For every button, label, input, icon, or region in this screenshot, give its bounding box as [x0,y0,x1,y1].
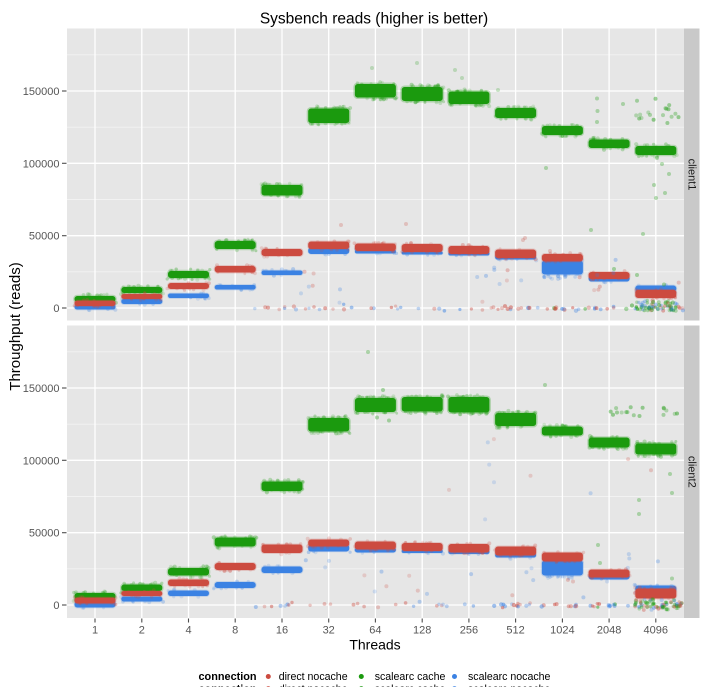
svg-text:0: 0 [53,303,59,315]
svg-text:Threads: Threads [349,637,400,653]
svg-text:256: 256 [460,625,478,637]
svg-text:connection: connection [199,671,257,683]
svg-text:scalearc nocache: scalearc nocache [468,671,551,683]
svg-text:100000: 100000 [23,158,60,170]
svg-text:0: 0 [53,600,59,612]
svg-text:4: 4 [185,625,191,637]
svg-text:scalearc nocache: scalearc nocache [468,683,551,687]
svg-text:scalearc cache: scalearc cache [375,683,446,687]
svg-text:1024: 1024 [550,625,574,637]
svg-text:100000: 100000 [23,455,60,467]
svg-text:client2: client2 [685,456,697,488]
svg-text:4096: 4096 [644,625,668,637]
svg-text:scalearc cache: scalearc cache [375,671,446,683]
svg-text:direct nocache: direct nocache [279,671,348,683]
svg-text:1: 1 [92,625,98,637]
svg-text:Sysbench reads (higher is bett: Sysbench reads (higher is better) [260,11,488,28]
svg-text:50000: 50000 [29,528,60,540]
svg-text:8: 8 [232,625,238,637]
svg-text:direct nocache: direct nocache [279,683,348,687]
svg-text:150000: 150000 [23,86,60,98]
svg-text:connection: connection [199,683,257,687]
svg-text:2: 2 [139,625,145,637]
svg-text:16: 16 [276,625,288,637]
svg-text:150000: 150000 [23,383,60,395]
svg-text:50000: 50000 [29,231,60,243]
svg-text:Throughput (reads): Throughput (reads) [7,262,24,390]
svg-text:128: 128 [413,625,431,637]
svg-text:32: 32 [323,625,335,637]
svg-text:64: 64 [369,625,381,637]
svg-text:2048: 2048 [597,625,621,637]
svg-text:512: 512 [506,625,524,637]
svg-text:client1: client1 [685,159,697,191]
